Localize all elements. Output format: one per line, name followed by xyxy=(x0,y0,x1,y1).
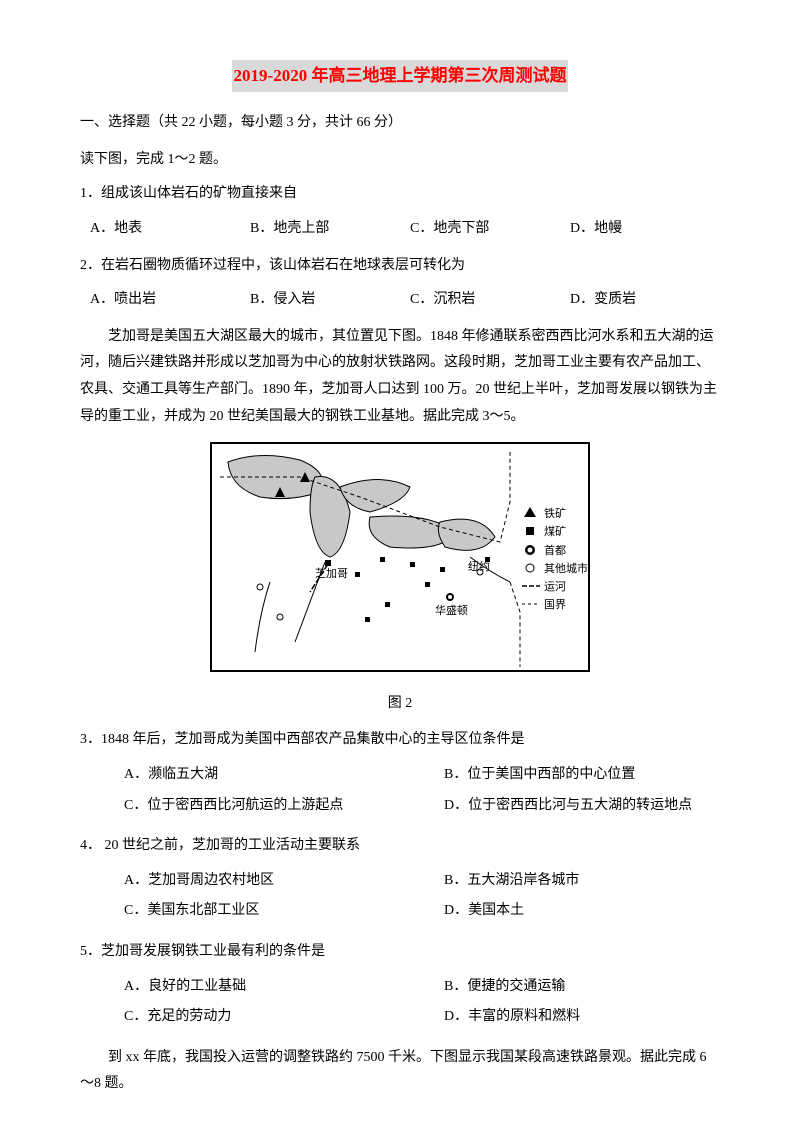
q3-opt-d: D．位于密西西比河与五大湖的转运地点 xyxy=(400,793,720,820)
section-heading: 一、选择题（共 22 小题，每小题 3 分，共计 66 分） xyxy=(80,110,720,137)
q2-options: A．喷出岩 B．侵入岩 C．沉积岩 D．变质岩 xyxy=(80,287,720,314)
q4-opt-d: D．美国本土 xyxy=(400,898,720,925)
q2-stem: 2．在岩石圈物质循环过程中，该山体岩石在地球表层可转化为 xyxy=(80,253,720,280)
passage-6-8: 到 xx 年底，我国投入运营的调整铁路约 7500 千米。下图显示我国某段高速铁… xyxy=(80,1045,720,1098)
q4-stem: 4． 20 世纪之前，芝加哥的工业活动主要联系 xyxy=(80,833,720,860)
passage-3-5: 芝加哥是美国五大湖区最大的城市，其位置见下图。1848 年修通联系密西西比河水系… xyxy=(80,324,720,430)
q2-opt-c: C．沉积岩 xyxy=(400,287,560,314)
q5-opt-d: D．丰富的原料和燃料 xyxy=(400,1004,720,1031)
map-label-chicago: 芝加哥 xyxy=(315,567,348,580)
q5-opt-a: A．良好的工业基础 xyxy=(80,974,400,1001)
q3-opt-b: B．位于美国中西部的中心位置 xyxy=(400,762,720,789)
q2-opt-d: D．变质岩 xyxy=(560,287,720,314)
legend-coal: 煤矿 xyxy=(544,525,566,538)
q4-opt-b: B．五大湖沿岸各城市 xyxy=(400,868,720,895)
q1-opt-d: D．地幔 xyxy=(560,216,720,243)
q5-opt-c: C．充足的劳动力 xyxy=(80,1004,400,1031)
q2-opt-a: A．喷出岩 xyxy=(80,287,240,314)
q3-options: A．濒临五大湖 B．位于美国中西部的中心位置 C．位于密西西比河航运的上游起点 … xyxy=(80,762,720,823)
q2-opt-b: B．侵入岩 xyxy=(240,287,400,314)
q1-options: A．地表 B．地壳上部 C．地壳下部 D．地幔 xyxy=(80,216,720,243)
q3-stem: 3．1848 年后，芝加哥成为美国中西部农产品集散中心的主导区位条件是 xyxy=(80,727,720,754)
q5-options: A．良好的工业基础 B．便捷的交通运输 C．充足的劳动力 D．丰富的原料和燃料 xyxy=(80,974,720,1035)
q5-opt-b: B．便捷的交通运输 xyxy=(400,974,720,1001)
map-label-dc: 华盛顿 xyxy=(435,603,468,617)
legend-iron: 铁矿 xyxy=(544,507,566,520)
q4-options: A．芝加哥周边农村地区 B．五大湖沿岸各城市 C．美国东北部工业区 D．美国本土 xyxy=(80,868,720,929)
page-title: 2019-2020 年高三地理上学期第三次周测试题 xyxy=(232,60,569,92)
q1-stem: 1．组成该山体岩石的矿物直接来自 xyxy=(80,181,720,208)
q4-opt-a: A．芝加哥周边农村地区 xyxy=(80,868,400,895)
q3-opt-c: C．位于密西西比河航运的上游起点 xyxy=(80,793,400,820)
map-figure: 芝加哥 纽约 华盛顿 铁矿 煤矿 首都 其他城市 运河 国界 xyxy=(80,442,720,683)
q4-opt-c: C．美国东北部工业区 xyxy=(80,898,400,925)
read-intro: 读下图，完成 1～2 题。 xyxy=(80,147,720,174)
legend-capital: 首都 xyxy=(544,543,566,557)
great-lakes-map: 芝加哥 纽约 华盛顿 铁矿 煤矿 首都 其他城市 运河 国界 xyxy=(210,442,590,672)
map-label-ny: 纽约 xyxy=(468,559,490,573)
legend-city: 其他城市 xyxy=(544,561,588,575)
q5-stem: 5．芝加哥发展钢铁工业最有利的条件是 xyxy=(80,939,720,966)
legend-border: 国界 xyxy=(544,598,566,611)
q1-opt-c: C．地壳下部 xyxy=(400,216,560,243)
q3-opt-a: A．濒临五大湖 xyxy=(80,762,400,789)
q1-opt-a: A．地表 xyxy=(80,216,240,243)
map-caption: 图 2 xyxy=(80,691,720,718)
legend-canal: 运河 xyxy=(544,580,566,593)
q1-opt-b: B．地壳上部 xyxy=(240,216,400,243)
